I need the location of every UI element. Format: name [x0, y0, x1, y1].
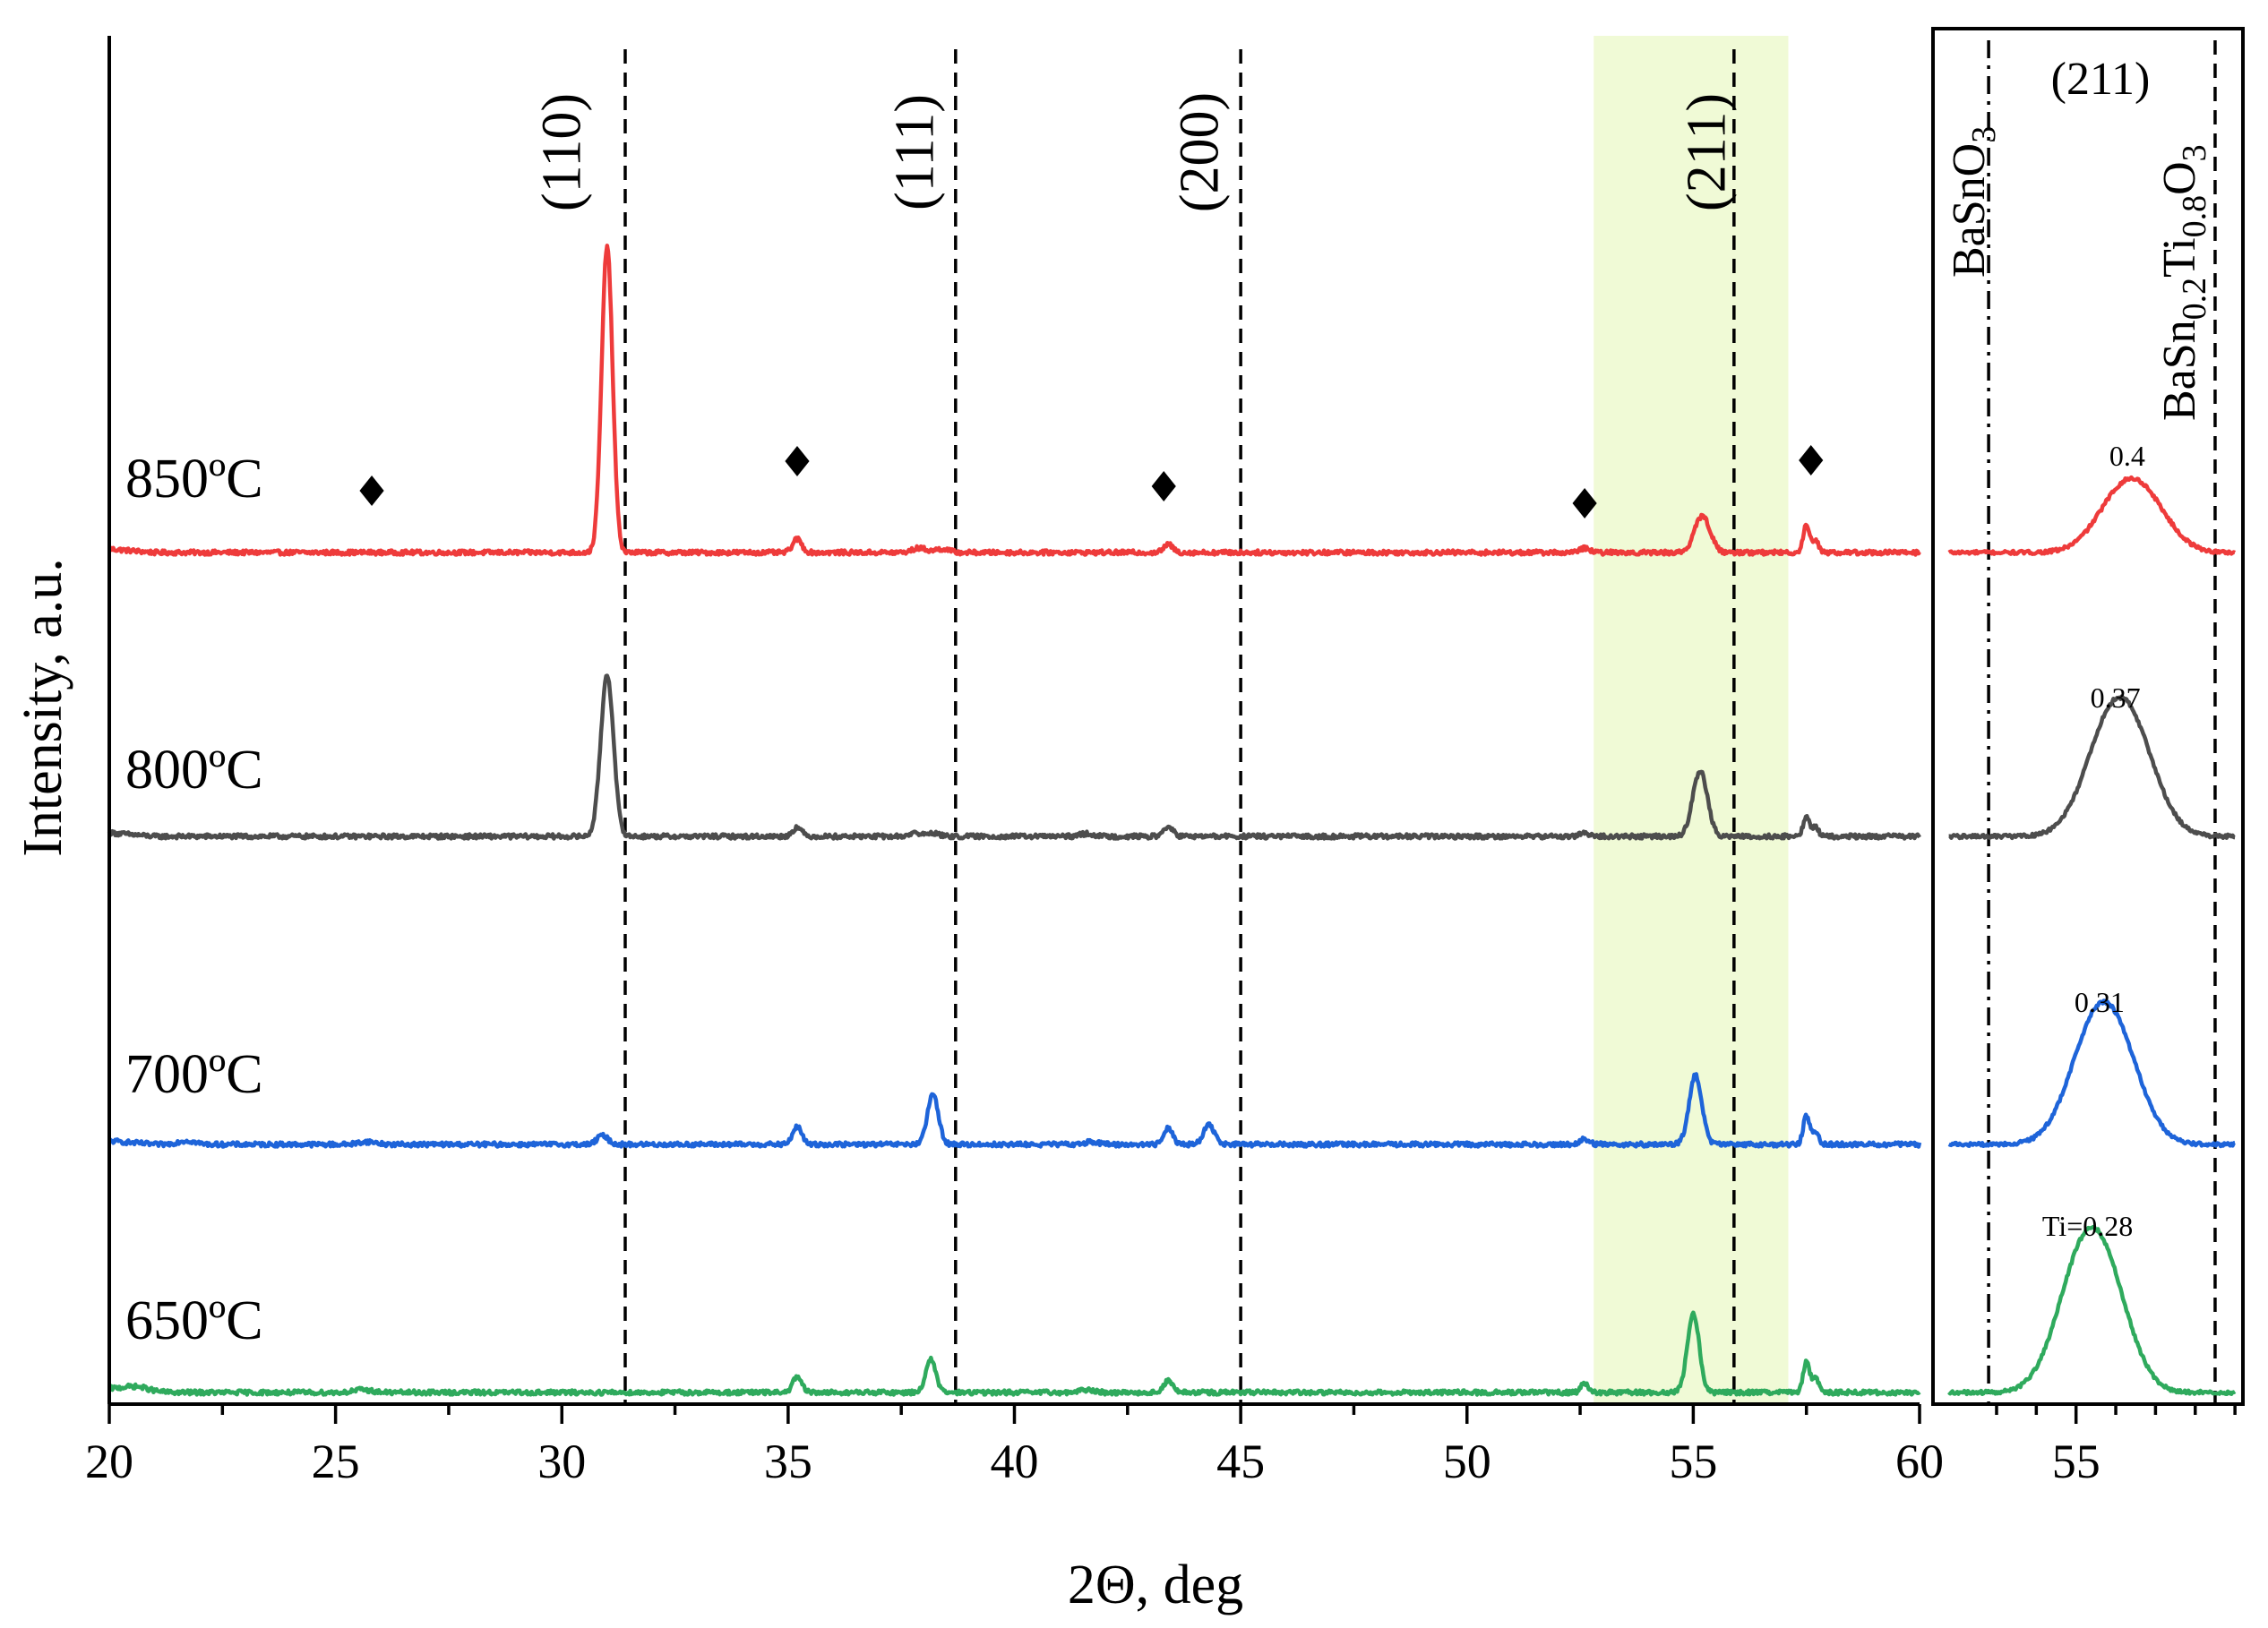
- impurity-marker-2: [1151, 471, 1176, 501]
- inset-ti-annotations: 0.4 0.37 0.31 Ti=0.28: [2042, 440, 2145, 1242]
- impurity-marker-1: [785, 446, 810, 476]
- main-x-ticks: 20 25 30 35 40 45 50 55 60: [85, 1404, 1944, 1488]
- impurity-markers: [359, 445, 1824, 518]
- x-tick-label-20: 20: [85, 1435, 133, 1488]
- inset-series-800c-line: [1947, 694, 2237, 841]
- ti-annotation-850: 0.4: [2109, 440, 2145, 472]
- peak-label-200: (200): [1170, 92, 1231, 212]
- inset-series-700c-line: [1947, 998, 2237, 1149]
- x-axis-title: 2Θ, deg: [1068, 1555, 1243, 1615]
- peak-label-111: (111): [884, 94, 945, 210]
- x-tick-label-45: 45: [1216, 1435, 1265, 1488]
- inset-frame: [1931, 27, 2245, 1406]
- series-850c-line: [107, 244, 1921, 557]
- ti-annotation-800: 0.37: [2091, 681, 2141, 714]
- x-tick-label-55: 55: [1669, 1435, 1717, 1488]
- impurity-marker-0: [359, 476, 384, 506]
- inset-title: (211): [2051, 54, 2151, 105]
- temp-label-850: 850ºC: [125, 449, 263, 510]
- x-tick-label-50: 50: [1443, 1435, 1491, 1488]
- main-panel: (110) (111) (200) (211) 850ºC 800ºC 700ºC 650º…: [13, 36, 1944, 1615]
- inset-series-650c-line: [1947, 1224, 2237, 1397]
- ti-annotation-650: Ti=0.28: [2042, 1210, 2133, 1242]
- x-tick-label-60: 60: [1895, 1435, 1944, 1488]
- highlight-band-211: [1594, 36, 1789, 1404]
- x-tick-label-25: 25: [312, 1435, 360, 1488]
- series-800c-line: [107, 673, 1921, 841]
- peak-label-211: (211): [1677, 93, 1738, 211]
- inset-label-basn-ti-o3: BaSn0.2Ti0.8O3: [2154, 144, 2213, 421]
- inset-reference-lines: [1987, 40, 2217, 1404]
- temp-label-650: 650ºC: [125, 1290, 263, 1351]
- inset-x-ticks: 55: [1995, 1404, 2237, 1488]
- x-tick-label-30: 30: [537, 1435, 586, 1488]
- inset-panel: 0.4 0.37 0.31 Ti=0.28 55 (211) BaSnO3 BaSn0…: [1931, 27, 2245, 1488]
- ti-annotation-700: 0.31: [2075, 986, 2125, 1018]
- temp-label-800: 800ºC: [125, 740, 263, 801]
- inset-series-850c-line: [1947, 475, 2237, 556]
- y-axis-title: Intensity, a.u.: [13, 558, 73, 856]
- impurity-marker-4: [1799, 445, 1824, 476]
- inset-label-basno3: BaSnO3: [1944, 126, 2003, 278]
- series-650c-line: [107, 1310, 1921, 1397]
- peak-label-110: (110): [531, 93, 592, 211]
- inset-series-group: [1947, 475, 2237, 1397]
- series-group: [107, 244, 1922, 1397]
- peak-labels: (110) (111) (200) (211): [531, 92, 1737, 212]
- x-tick-label-35: 35: [764, 1435, 812, 1488]
- series-700c-line: [107, 1072, 1922, 1149]
- temp-label-700: 700ºC: [125, 1044, 263, 1105]
- x-tick-label-40: 40: [991, 1435, 1039, 1488]
- temperature-labels: 850ºC 800ºC 700ºC 650ºC: [125, 449, 263, 1351]
- reference-lines: [623, 49, 1736, 1404]
- inset-tick-label-55: 55: [2052, 1435, 2100, 1488]
- impurity-marker-3: [1572, 488, 1597, 518]
